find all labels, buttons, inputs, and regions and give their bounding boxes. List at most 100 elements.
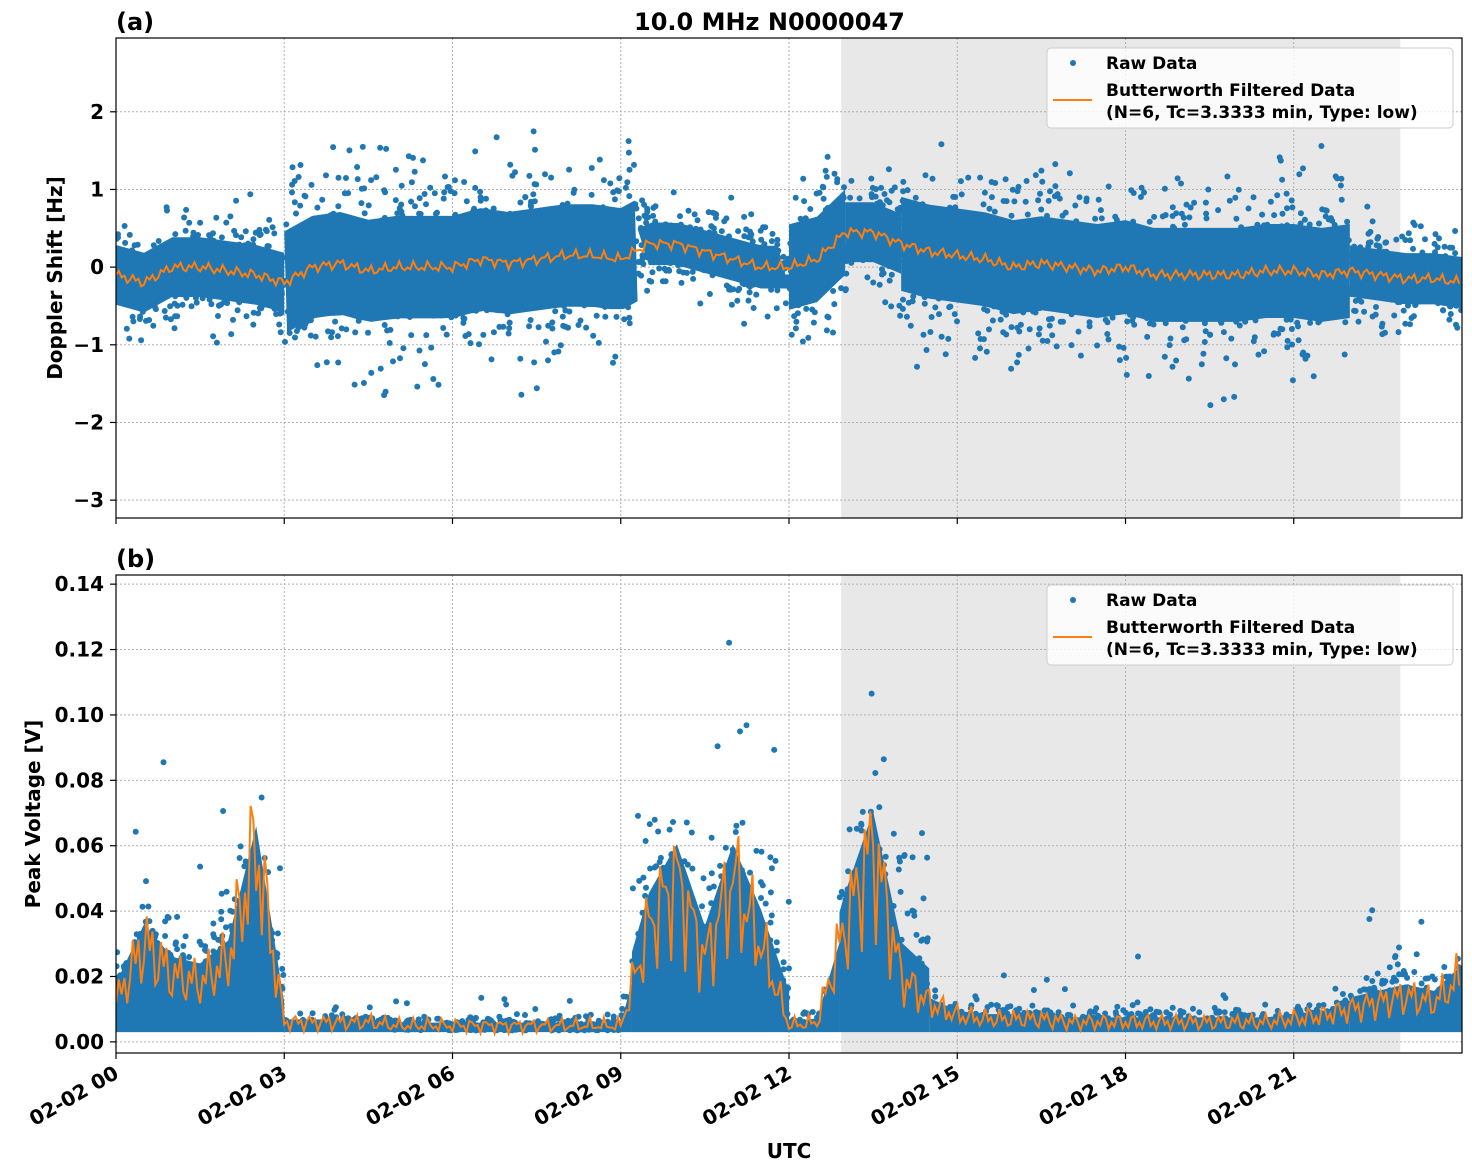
raw-data-point xyxy=(1177,1012,1184,1019)
raw-data-point xyxy=(780,966,787,973)
raw-data-point xyxy=(816,189,823,196)
raw-data-point xyxy=(186,219,193,226)
raw-data-point xyxy=(1277,157,1284,164)
raw-data-point xyxy=(255,310,262,317)
raw-data-point xyxy=(331,1006,338,1013)
raw-data-point xyxy=(411,168,418,175)
raw-data-point xyxy=(677,213,683,220)
raw-data-point xyxy=(655,828,662,835)
raw-data-point xyxy=(805,334,812,341)
raw-data-point xyxy=(1169,1004,1176,1011)
legend-box xyxy=(1046,584,1454,666)
raw-data-point xyxy=(237,843,244,850)
panel-a: 2 1 0 −1 −2 −3 Raw Data Butterworth Filtered Da… xyxy=(73,37,1463,524)
raw-data-point xyxy=(1000,972,1007,979)
raw-data-point xyxy=(377,144,384,151)
raw-data-point xyxy=(493,134,500,141)
raw-data-point xyxy=(636,877,643,884)
raw-data-point xyxy=(980,336,987,343)
raw-data-point xyxy=(870,279,877,286)
raw-data-point xyxy=(1449,244,1456,251)
raw-data-point xyxy=(823,173,830,180)
raw-data-point xyxy=(230,316,236,323)
raw-data-point xyxy=(1051,193,1058,200)
raw-data-dense-band xyxy=(116,237,285,313)
raw-data-point xyxy=(785,898,792,905)
raw-data-point xyxy=(1052,161,1059,168)
raw-data-point xyxy=(666,267,673,274)
raw-data-point xyxy=(977,174,984,181)
raw-data-point xyxy=(1411,969,1418,975)
raw-data-point xyxy=(726,639,733,646)
raw-data-point xyxy=(527,317,534,323)
raw-data-point xyxy=(517,199,524,206)
raw-data-point xyxy=(1035,197,1042,204)
raw-data-point xyxy=(505,330,512,337)
raw-data-point xyxy=(876,804,883,811)
raw-data-point xyxy=(182,933,189,940)
raw-data-point xyxy=(325,328,331,335)
raw-data-point xyxy=(642,838,649,844)
raw-data-point xyxy=(904,187,911,194)
raw-data-point xyxy=(782,300,789,307)
raw-data-point xyxy=(739,819,746,826)
raw-data-point xyxy=(358,200,365,207)
raw-data-point xyxy=(595,1017,602,1024)
raw-data-point xyxy=(878,184,885,191)
raw-data-point xyxy=(343,175,349,181)
raw-data-point xyxy=(983,348,990,355)
raw-data-point xyxy=(383,145,390,152)
raw-data-point xyxy=(293,210,299,217)
raw-data-point xyxy=(172,941,179,948)
raw-data-point xyxy=(771,746,778,753)
raw-data-point xyxy=(332,318,339,325)
raw-data-point xyxy=(381,322,388,328)
raw-data-point xyxy=(408,198,415,205)
raw-data-point xyxy=(593,312,600,319)
chart-title: 10.0 MHz N0000047 xyxy=(634,8,905,36)
raw-data-point xyxy=(1196,1009,1203,1016)
raw-data-point xyxy=(181,214,188,221)
raw-data-point xyxy=(909,907,916,914)
raw-data-point xyxy=(292,334,298,341)
raw-data-point xyxy=(1187,204,1194,211)
raw-data-point xyxy=(1322,207,1329,214)
raw-data-point xyxy=(705,209,712,216)
raw-data-point xyxy=(1185,375,1192,382)
raw-data-point xyxy=(330,144,337,151)
filtered-data-line xyxy=(116,805,1461,1038)
raw-data-point xyxy=(434,209,440,216)
raw-data-point xyxy=(289,189,295,196)
raw-data-point xyxy=(1307,319,1314,326)
raw-data-point xyxy=(1417,223,1424,230)
raw-data-point xyxy=(710,883,717,890)
raw-data-point xyxy=(909,854,916,861)
raw-data-point xyxy=(753,291,760,298)
raw-data-point xyxy=(1062,209,1069,216)
raw-data-point xyxy=(1030,987,1037,993)
raw-data-point xyxy=(172,231,179,238)
raw-data-point xyxy=(1077,352,1084,359)
raw-data-point xyxy=(843,270,850,277)
raw-data-point xyxy=(1337,182,1344,189)
raw-data-point xyxy=(927,329,934,335)
raw-data-point xyxy=(1259,211,1266,218)
x-tick-label: 02-02 09 xyxy=(530,1061,628,1131)
raw-data-point xyxy=(266,216,273,223)
raw-data-point xyxy=(920,895,927,902)
raw-data-point xyxy=(639,197,646,204)
raw-data-point xyxy=(666,826,673,833)
raw-data-point xyxy=(242,228,249,235)
raw-data-point xyxy=(1014,359,1021,366)
raw-data-point xyxy=(430,376,437,382)
raw-data-point xyxy=(197,863,204,870)
raw-data-point xyxy=(646,821,653,828)
raw-data-dense-band xyxy=(1349,245,1462,309)
raw-data-point xyxy=(1163,1009,1170,1016)
raw-data-point xyxy=(1364,203,1371,210)
raw-data-point xyxy=(888,303,895,310)
panel-label-a: (a) xyxy=(116,8,154,36)
raw-data-point xyxy=(1086,319,1093,326)
raw-data-point xyxy=(297,202,304,209)
raw-data-point xyxy=(741,213,748,220)
